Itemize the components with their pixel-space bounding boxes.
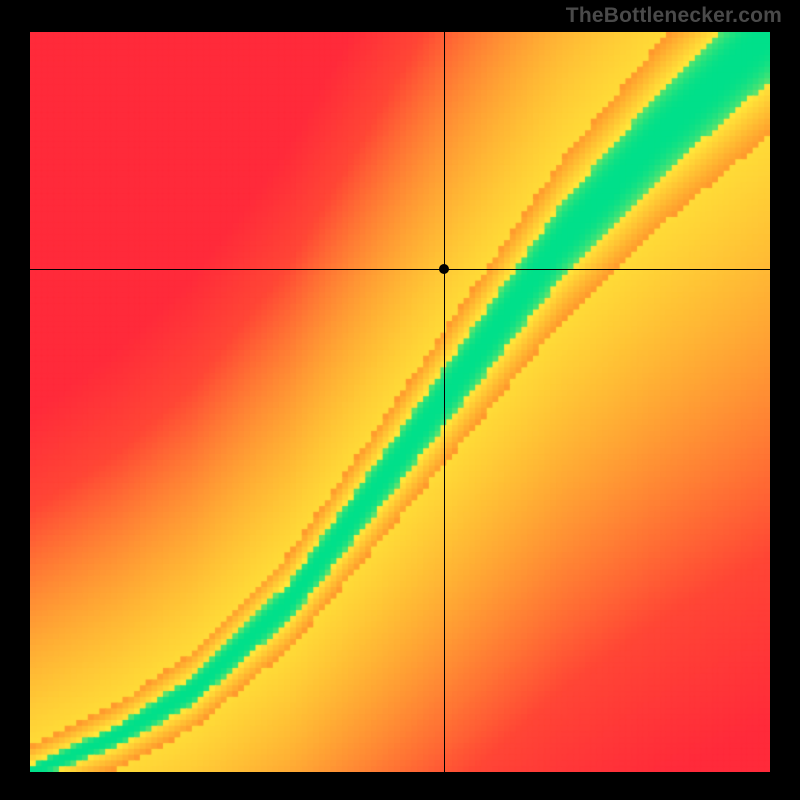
crosshair-vertical: [444, 32, 445, 772]
heatmap-canvas: [30, 32, 770, 772]
crosshair-marker: [439, 264, 449, 274]
plot-area: [30, 32, 770, 772]
crosshair-horizontal: [30, 269, 770, 270]
chart-container: TheBottlenecker.com: [0, 0, 800, 800]
watermark-text: TheBottlenecker.com: [566, 4, 782, 28]
